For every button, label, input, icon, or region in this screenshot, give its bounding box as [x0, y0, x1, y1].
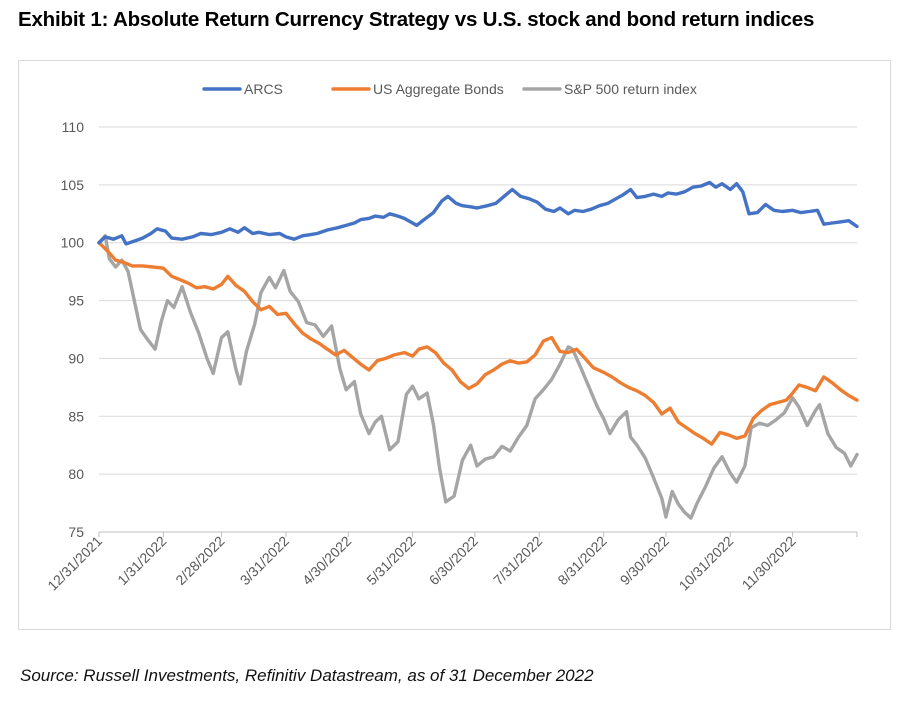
legend-label: ARCS: [244, 81, 283, 97]
series-line-us-aggregate-bonds: [97, 241, 859, 446]
x-tick-label: 2/28/2022: [172, 533, 228, 589]
legend: ARCS US Aggregate Bonds S&P 500 return ind…: [202, 81, 697, 97]
grid-lines: [99, 126, 857, 533]
x-tick-label: 12/31/2021: [44, 533, 105, 594]
x-tick-label: 8/31/2022: [554, 533, 610, 589]
x-tick-label: 5/31/2022: [363, 533, 419, 589]
source-note: Source: Russell Investments, Refinitiv D…: [20, 666, 594, 685]
y-tick-label: 75: [68, 524, 84, 540]
legend-label: S&P 500 return index: [564, 81, 697, 97]
y-tick-label: 105: [61, 177, 85, 193]
y-tick-label: 90: [68, 350, 84, 366]
x-tick-label: 10/31/2022: [676, 533, 737, 594]
series-lines: [97, 180, 859, 520]
x-tick-label: 6/30/2022: [426, 533, 482, 589]
series-line-arcs: [97, 180, 859, 246]
exhibit-title: Exhibit 1: Absolute Return Currency Stra…: [18, 8, 815, 31]
x-tick-label: 11/30/2022: [739, 533, 799, 593]
chart-frame: 75 80 85 90 95 100 105 110 12/31/2021 1/31/2022 2…: [18, 60, 891, 630]
x-tick-label: 3/31/2022: [237, 533, 293, 589]
y-tick-label: 85: [68, 408, 84, 424]
y-tick-label: 95: [68, 293, 84, 309]
y-tick-label: 110: [62, 119, 85, 135]
x-tick-label: 1/31/2022: [114, 533, 170, 589]
y-tick-label: 80: [68, 466, 84, 482]
x-tick-label: 4/30/2022: [299, 533, 355, 589]
line-chart: 75 80 85 90 95 100 105 110 12/31/2021 1/31/2022 2…: [44, 81, 859, 594]
y-tick-label: 100: [61, 235, 85, 251]
y-axis-ticks: 75 80 85 90 95 100 105 110: [61, 119, 85, 540]
legend-label: US Aggregate Bonds: [373, 81, 504, 97]
x-tick-label: 9/30/2022: [617, 533, 673, 589]
series-line-s-p-500-return-index: [97, 234, 859, 520]
x-tick-label: 7/31/2022: [490, 533, 546, 589]
x-axis-ticks: 12/31/2021 1/31/2022 2/28/2022 3/31/2022 4/3…: [44, 532, 858, 594]
